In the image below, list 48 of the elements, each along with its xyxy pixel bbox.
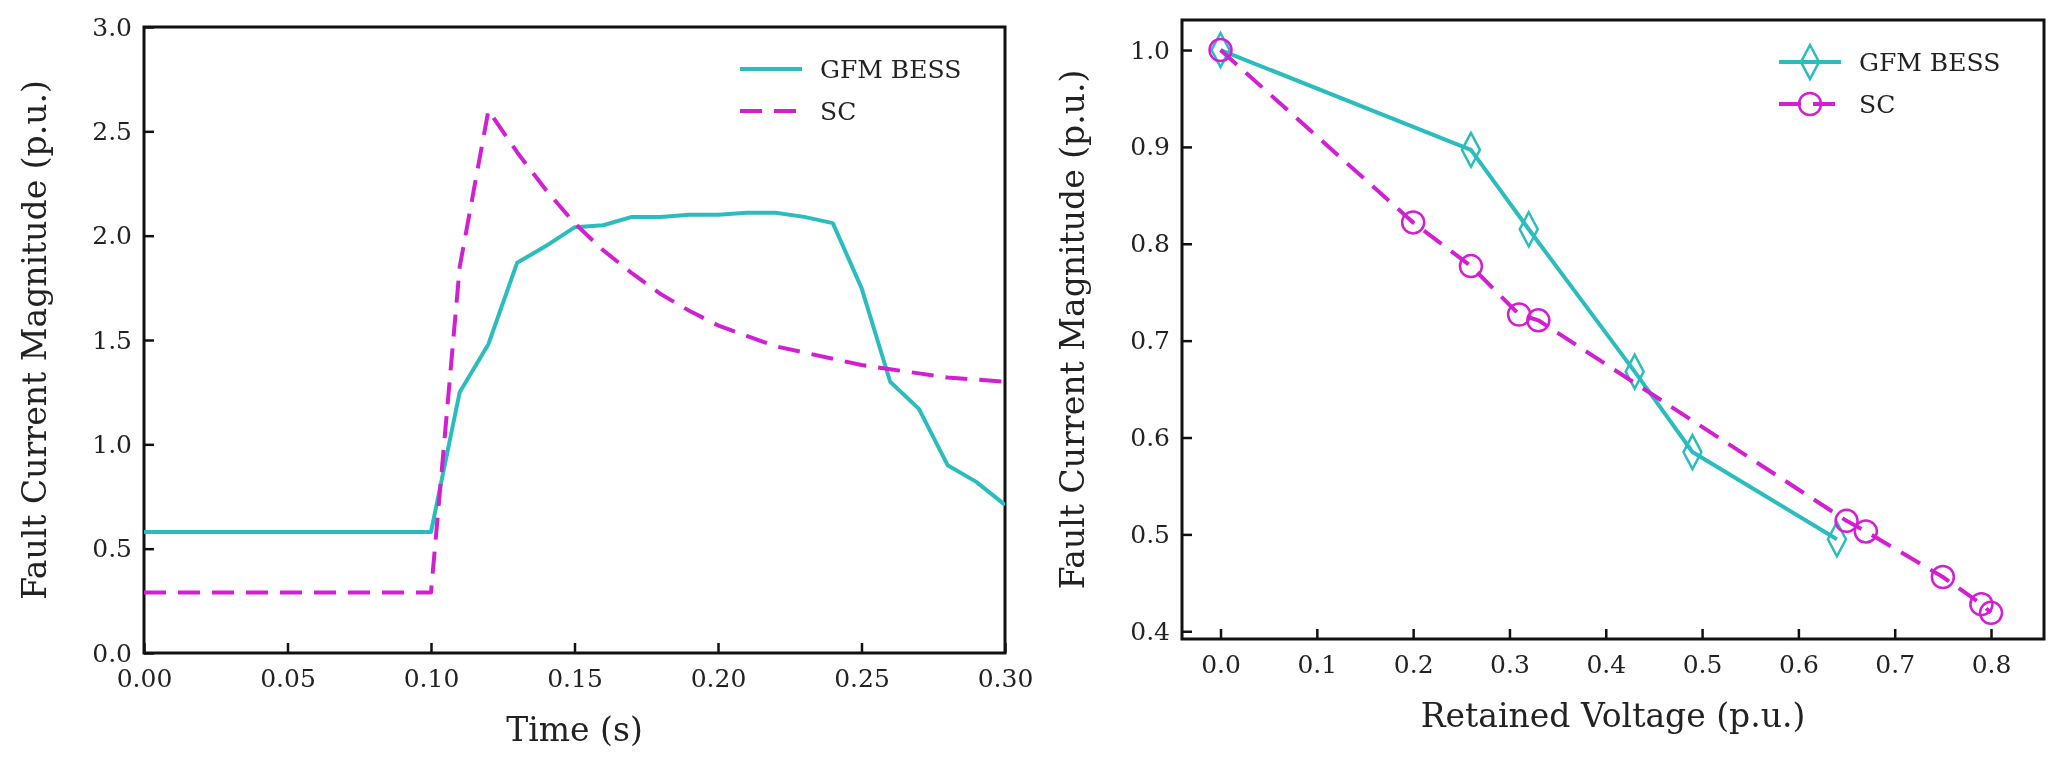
legend-label: GFM BESS [1859, 48, 2001, 77]
y-tick-label: 0.5 [92, 534, 132, 564]
y-tick-label: 0.7 [1130, 326, 1170, 356]
x-tick-label: 0.6 [1779, 649, 1819, 679]
point [1978, 600, 2004, 626]
y-tick-label: 2.5 [92, 116, 132, 146]
x-tick-label: 0.8 [1971, 649, 2012, 679]
y-tick-label: 1.0 [1130, 35, 1170, 65]
x-tick-label: 0.00 [116, 663, 173, 693]
y-tick-label: 0.9 [1130, 132, 1170, 162]
point [1458, 253, 1484, 279]
point [1930, 564, 1956, 590]
point [1526, 308, 1551, 333]
legend-label: SC [1859, 90, 1896, 119]
x-tick-label: 0.10 [403, 663, 460, 693]
y-tick-label: 0.8 [1130, 229, 1170, 259]
x-tick-label: 0.15 [547, 663, 603, 693]
x-tick-label: 0.2 [1393, 649, 1434, 679]
x-tick-label: 0.5 [1682, 649, 1723, 679]
y-axis-title: Fault Current Magnitude (p.u.) [15, 80, 54, 600]
x-tick-label: 0.20 [690, 663, 747, 693]
y-tick-label: 2.0 [92, 221, 132, 251]
point [1969, 591, 1994, 617]
point [1506, 302, 1532, 327]
x-tick-label: 0.4 [1586, 649, 1627, 679]
point [1853, 519, 1879, 544]
point [1400, 210, 1426, 235]
y-tick-label: 0.6 [1130, 423, 1170, 453]
point [1208, 37, 1233, 63]
x-axis-title: Time (s) [506, 710, 643, 749]
x-tick-label: 0.0 [1201, 649, 1241, 679]
y-axis-title: Fault Current Magnitude (p.u.) [1053, 69, 1092, 590]
legend-label: GFM BESS [820, 55, 962, 84]
x-tick-label: 0.3 [1490, 649, 1530, 679]
x-tick-label: 0.05 [260, 663, 316, 693]
legend-label: SC [820, 97, 857, 126]
y-tick-label: 3.0 [92, 12, 132, 42]
x-tick-label: 0.1 [1297, 649, 1338, 679]
y-tick-label: 0.4 [1130, 616, 1170, 646]
x-tick-label: 0.7 [1875, 649, 1916, 679]
line-series [144, 210, 1005, 534]
x-tick-label: 0.30 [977, 663, 1034, 693]
y-tick-label: 0.5 [1130, 519, 1170, 549]
point [1834, 508, 1859, 534]
y-tick-label: 1.0 [92, 429, 132, 459]
x-axis-title: Retained Voltage (p.u.) [1420, 696, 1806, 735]
y-tick-label: 1.5 [92, 325, 132, 355]
x-tick-label: 0.25 [834, 663, 890, 693]
